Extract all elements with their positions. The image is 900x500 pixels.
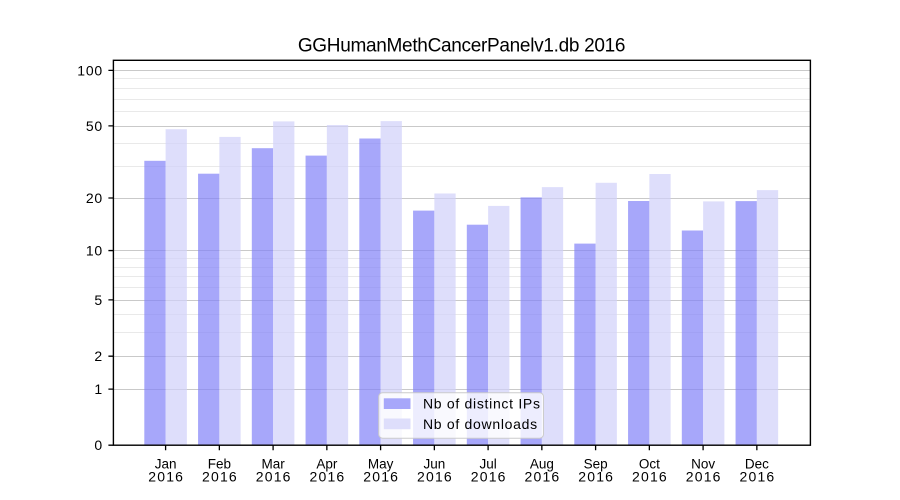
svg-text:2016: 2016: [148, 469, 184, 485]
svg-text:Sep: Sep: [584, 456, 608, 471]
svg-text:2: 2: [94, 348, 103, 364]
svg-text:Nb of distinct IPs: Nb of distinct IPs: [423, 396, 541, 412]
svg-text:GGHumanMethCancerPanelv1.db 20: GGHumanMethCancerPanelv1.db 2016: [298, 36, 625, 57]
svg-text:2016: 2016: [739, 469, 775, 485]
svg-text:2016: 2016: [471, 469, 507, 485]
svg-text:2016: 2016: [256, 469, 292, 485]
svg-text:2016: 2016: [686, 469, 722, 485]
svg-text:2016: 2016: [578, 469, 614, 485]
svg-text:Nb of downloads: Nb of downloads: [423, 416, 538, 432]
svg-text:May: May: [368, 456, 394, 471]
svg-text:2016: 2016: [202, 469, 238, 485]
svg-text:20: 20: [86, 190, 103, 206]
svg-text:0: 0: [94, 437, 103, 453]
svg-text:Apr: Apr: [316, 456, 338, 471]
svg-text:2016: 2016: [363, 469, 399, 485]
svg-text:2016: 2016: [524, 469, 560, 485]
svg-text:Jul: Jul: [479, 456, 496, 471]
svg-text:50: 50: [86, 118, 103, 134]
svg-text:5: 5: [94, 292, 103, 308]
svg-text:Nov: Nov: [691, 456, 715, 471]
svg-text:100: 100: [77, 62, 103, 78]
svg-text:Oct: Oct: [639, 456, 660, 471]
svg-text:2016: 2016: [309, 469, 345, 485]
svg-text:Aug: Aug: [530, 456, 554, 471]
svg-text:Feb: Feb: [208, 456, 231, 471]
svg-text:Jun: Jun: [423, 456, 445, 471]
svg-text:10: 10: [86, 243, 103, 259]
svg-text:1: 1: [94, 381, 103, 397]
svg-text:Mar: Mar: [261, 456, 285, 471]
svg-text:2016: 2016: [417, 469, 453, 485]
svg-text:Jan: Jan: [155, 456, 177, 471]
svg-text:2016: 2016: [632, 469, 668, 485]
svg-text:Dec: Dec: [745, 456, 769, 471]
